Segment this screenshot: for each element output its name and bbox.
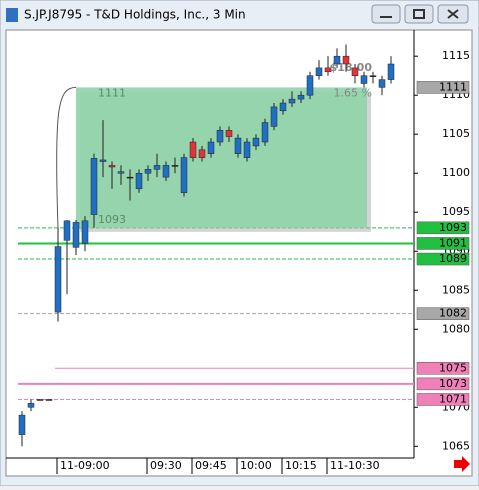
level-label: 1091	[439, 236, 467, 249]
candle-body	[54, 246, 62, 313]
candle-body	[99, 159, 107, 162]
level-marker	[416, 307, 470, 320]
candle-body	[45, 399, 53, 401]
y-tick-label: 1095	[442, 205, 470, 218]
connector	[56, 86, 77, 228]
candle-body	[252, 137, 260, 147]
level-label: 1111	[439, 80, 467, 93]
level-marker	[416, 252, 470, 266]
candle-body	[171, 165, 179, 167]
candle-body	[378, 79, 386, 88]
candle-body	[117, 171, 125, 174]
candle-body	[351, 67, 359, 76]
candle-body	[207, 141, 215, 154]
percent-label: 1.65 %	[334, 86, 372, 99]
candle-body	[81, 220, 89, 244]
candle-body	[36, 399, 44, 401]
level-marker	[416, 81, 470, 94]
level-label: 1071	[439, 392, 467, 405]
x-tick-label: 11-09:00	[60, 459, 110, 472]
x-tick-label: 09:45	[195, 459, 227, 472]
y-tick-label: 1105	[442, 127, 470, 140]
level-marker	[416, 377, 470, 391]
candle-body	[333, 55, 341, 65]
level-marker	[416, 237, 470, 250]
level-label: 1093	[439, 221, 467, 234]
candle-body	[180, 157, 188, 193]
y-tick-label: 1100	[442, 166, 470, 179]
candle-body	[387, 63, 395, 80]
candle-body	[279, 102, 287, 112]
level-label: 1082	[439, 307, 467, 320]
candle-body	[108, 165, 116, 168]
candle-body	[324, 67, 332, 73]
candle-body	[306, 75, 314, 96]
candle-body	[162, 165, 170, 178]
maximize-button[interactable]	[404, 4, 434, 24]
x-tick-label: 11-10:30	[330, 459, 380, 472]
candle-body	[225, 130, 233, 137]
candle-body	[243, 141, 251, 158]
candle-body	[342, 55, 350, 65]
candle-body	[63, 220, 71, 241]
box-top-label: 1111	[98, 86, 126, 99]
y-tick-label: 1065	[442, 439, 470, 452]
candle-body	[18, 414, 26, 435]
candle-body	[126, 176, 134, 179]
box-bottom-label: 1093	[98, 213, 126, 226]
app-icon	[6, 8, 18, 22]
y-tick-label: 1115	[442, 49, 470, 62]
candle-body	[189, 141, 197, 158]
level-label: 1075	[439, 361, 467, 374]
candle-body	[234, 137, 242, 154]
candle-body	[270, 106, 278, 127]
scroll-arrow[interactable]	[454, 456, 470, 472]
level-label: 1089	[439, 252, 467, 265]
candle-body	[198, 149, 206, 158]
candle-body	[72, 222, 80, 248]
candle-body	[369, 75, 377, 77]
level-marker	[416, 221, 470, 235]
level-marker	[416, 362, 470, 375]
x-tick-label: 10:15	[285, 459, 317, 472]
candle-body	[315, 67, 323, 76]
candle-body	[153, 165, 161, 170]
y-tick-label: 1080	[442, 322, 470, 335]
minimize-button[interactable]	[371, 4, 401, 24]
candle-body	[297, 94, 305, 100]
candle-body	[261, 122, 269, 143]
candle-body	[135, 172, 143, 190]
range-box	[76, 87, 367, 228]
candle-body	[90, 158, 98, 215]
level-marker	[416, 393, 470, 406]
candle-body	[360, 75, 368, 84]
candle-body	[27, 403, 35, 408]
x-tick-label: 09:30	[150, 459, 182, 472]
x-tick-label: 10:00	[240, 459, 272, 472]
candle-body	[144, 169, 152, 174]
y-tick-label: 1085	[442, 283, 470, 296]
candle-body	[288, 98, 296, 104]
window-title: S.JP.J8795 - T&D Holdings, Inc., 3 Min	[24, 8, 246, 22]
candle-body	[216, 130, 224, 143]
level-label: 1073	[439, 377, 467, 390]
